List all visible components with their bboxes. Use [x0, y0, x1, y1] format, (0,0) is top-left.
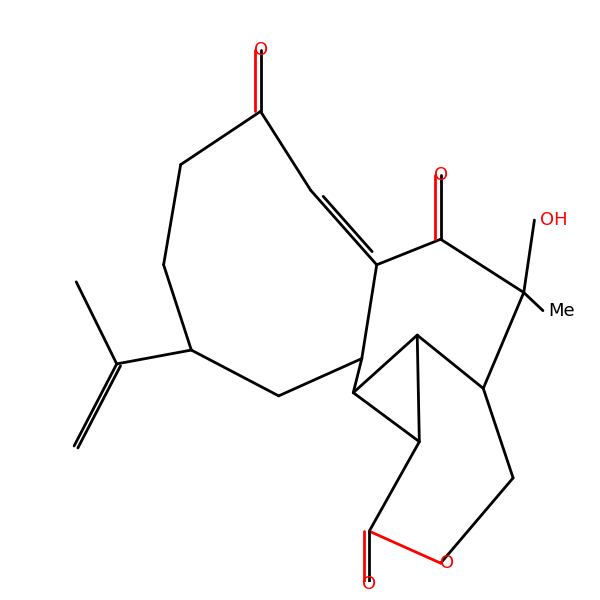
Text: Me: Me	[548, 302, 575, 320]
Text: O: O	[434, 166, 448, 184]
Text: O: O	[254, 41, 268, 59]
Text: O: O	[362, 575, 376, 593]
Text: OH: OH	[540, 211, 568, 229]
Text: O: O	[440, 554, 454, 572]
